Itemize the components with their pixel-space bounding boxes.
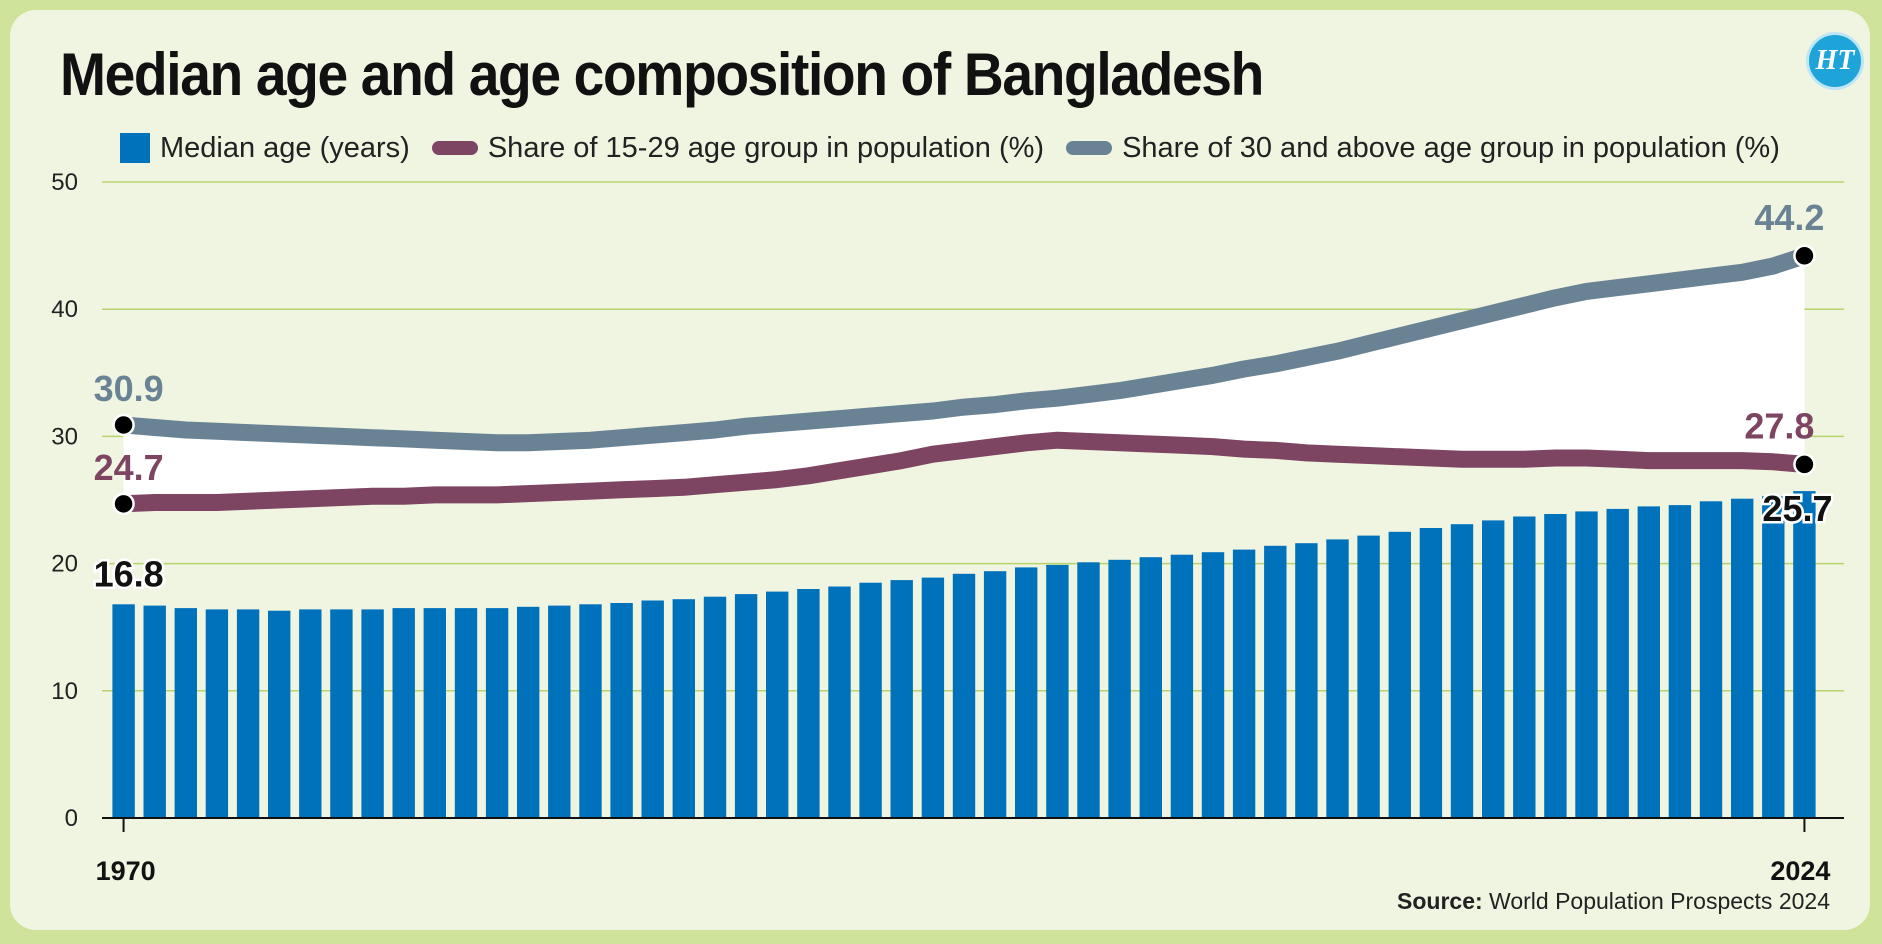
bar-2018 (1606, 508, 1629, 818)
data-label-1-1970: 24.7 (94, 447, 164, 488)
bar-1992 (797, 589, 820, 818)
bar-1972 (174, 608, 197, 818)
bar-1978 (361, 609, 384, 818)
bar-2006 (1232, 549, 1256, 818)
marker-2-1970 (112, 413, 135, 437)
legend-swatch-share-15-29 (431, 141, 478, 155)
line-share-30-plus (115, 247, 1813, 452)
bar-2005 (1201, 552, 1225, 818)
bar-1993 (828, 586, 851, 818)
bar-2023 (1762, 496, 1785, 818)
bar-2003 (1139, 557, 1162, 818)
source-label: Source: (1397, 888, 1483, 914)
bar-2008 (1295, 543, 1318, 818)
data-label-0-2024: 25.7 (1762, 488, 1832, 529)
bar-1976 (299, 609, 322, 818)
x-tick-label-1970: 1970 (96, 856, 156, 886)
bar-1994 (859, 582, 882, 818)
bar-1983 (517, 606, 540, 818)
bar-2007 (1264, 545, 1287, 818)
source-note: Source: World Population Prospects 2024 (1397, 888, 1830, 915)
bar-2004 (1170, 554, 1194, 818)
bar-2009 (1326, 539, 1349, 818)
bar-1970 (112, 604, 135, 818)
data-label-1-2024: 27.8 (1744, 405, 1814, 446)
legend-item-median-age: Median age (years) (120, 132, 410, 165)
bar-1985 (579, 604, 602, 818)
bar-1974 (236, 609, 260, 818)
bar-2021 (1699, 501, 1723, 818)
bar-2020 (1668, 505, 1692, 818)
data-label-0-1970: 16.8 (94, 553, 164, 594)
legend-label-share-15-29: Share of 15-29 age group in population (… (487, 131, 1045, 164)
legend-swatch-share-30-plus (1066, 141, 1113, 155)
bar-1971 (143, 605, 166, 818)
bar-1977 (330, 609, 353, 818)
y-tick-label-0: 0 (65, 805, 78, 832)
line-share-15-29 (115, 431, 1813, 513)
y-tick-label-20: 20 (51, 551, 78, 578)
marker-2-2024 (1793, 244, 1816, 268)
y-tick-label-10: 10 (51, 678, 78, 705)
bar-1989 (703, 596, 727, 818)
data-label-2-2024: 44.2 (1754, 197, 1824, 238)
bar-2015 (1513, 516, 1536, 818)
bar-2010 (1357, 535, 1380, 818)
legend-item-share-30-plus: Share of 30 and above age group in popul… (1066, 132, 1780, 165)
chart-title: Median age and age composition of Bangla… (60, 41, 1264, 108)
bar-1988 (672, 599, 695, 818)
bar-1991 (766, 591, 789, 818)
bar-2012 (1419, 528, 1443, 818)
bar-1990 (734, 594, 758, 818)
y-tick-label-40: 40 (51, 296, 78, 323)
legend-swatch-median-age (120, 133, 150, 163)
y-tick-label-50: 50 (51, 169, 78, 196)
bar-1986 (610, 603, 633, 818)
bar-1979 (392, 608, 415, 818)
marker-1-2024 (1793, 453, 1816, 476)
legend-item-share-15-29: Share of 15-29 age group in population (… (431, 131, 1045, 165)
bar-2022 (1731, 498, 1754, 818)
x-tick-label-2024: 2024 (1770, 856, 1830, 886)
y-tick-label-30: 30 (51, 423, 78, 450)
ht-logo: HT (1806, 32, 1864, 90)
bar-1973 (205, 609, 229, 818)
bar-2000 (1046, 564, 1069, 818)
bar-1996 (921, 577, 945, 818)
bar-2017 (1575, 511, 1598, 818)
marker-1-1970 (112, 492, 135, 516)
legend-label-share-30-plus: Share of 30 and above age group in popul… (1122, 131, 1780, 164)
bar-2019 (1637, 506, 1660, 818)
bar-1980 (423, 608, 446, 818)
bar-2002 (1108, 559, 1131, 818)
bar-1984 (548, 605, 571, 818)
bar-2024 (1793, 491, 1816, 818)
data-label-2-1970: 30.9 (94, 368, 164, 409)
bar-1998 (983, 571, 1007, 818)
bar-1995 (890, 580, 913, 818)
chart-legend: Median age (years) Share of 15-29 age gr… (120, 128, 1780, 168)
chart-plot: 0 10 20 30 40 50 1970 2024 16.8 25.7 24.7 27.8 30.9 4… (51, 169, 1844, 886)
bar-1975 (268, 610, 291, 818)
bar-2016 (1544, 514, 1567, 818)
source-text: World Population Prospects 2024 (1489, 888, 1830, 914)
bar-1997 (952, 573, 976, 818)
bar-2013 (1450, 524, 1474, 818)
bar-1981 (454, 608, 478, 818)
bar-2014 (1482, 520, 1505, 818)
chart-card: Median age and age composition of Bangla… (10, 10, 1870, 930)
bar-2011 (1388, 531, 1411, 818)
bar-1987 (641, 600, 664, 818)
bar-1982 (485, 608, 509, 818)
legend-label-median-age: Median age (years) (160, 131, 410, 164)
area-between-lines (123, 255, 1805, 504)
bar-1999 (1015, 567, 1038, 818)
bar-2001 (1077, 562, 1100, 818)
